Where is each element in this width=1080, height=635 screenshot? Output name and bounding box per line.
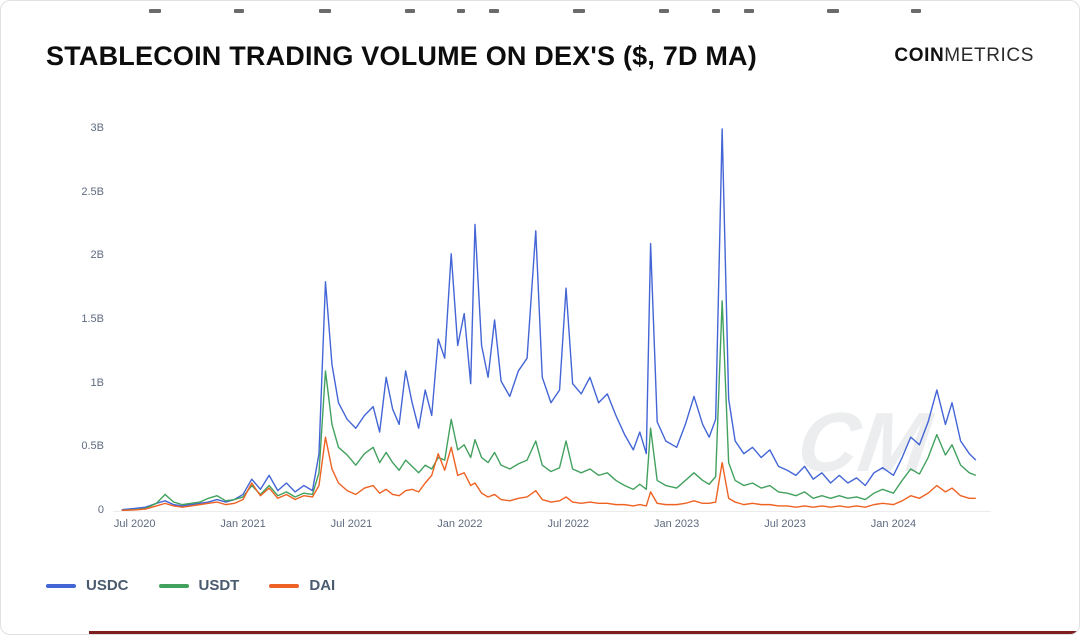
y-tick-label: 1.5B (81, 313, 104, 325)
legend: USDC USDT DAI (46, 577, 335, 594)
y-tick-label: 2.5B (81, 185, 104, 198)
brand-metrics: METRICS (944, 45, 1034, 66)
series-line-dai (122, 437, 976, 510)
y-axis-labels: 0 0.5B 1B 1.5B 2B 2.5B 3B (1, 122, 104, 516)
page-title: STABLECOIN TRADING VOLUME ON DEX'S ($, 7… (46, 41, 757, 71)
legend-label-dai: DAI (309, 577, 336, 594)
dai-line-swatch-icon (269, 583, 300, 588)
legend-label-usdt: USDT (198, 577, 240, 594)
top-edge-marks (1, 9, 1079, 15)
coinmetrics-logo: COINMETRICS (894, 41, 1034, 67)
header: STABLECOIN TRADING VOLUME ON DEX'S ($, 7… (46, 41, 1034, 72)
x-axis-line (113, 511, 991, 512)
usdc-line-swatch-icon (46, 583, 76, 588)
legend-item-usdt[interactable]: USDT (158, 577, 240, 594)
x-tick-label: Jan 2022 (437, 518, 483, 530)
bottom-accent-bar (89, 631, 1079, 634)
x-tick-label: Jul 2021 (330, 518, 373, 530)
y-tick-label: 2B (90, 249, 104, 262)
y-tick-label: 0 (97, 504, 104, 516)
legend-label-usdc: USDC (86, 577, 129, 594)
usdt-line-swatch-icon (158, 583, 189, 588)
x-tick-label: Jan 2024 (870, 518, 917, 530)
brand-coin: COIN (894, 45, 945, 66)
series-line-usdt (122, 301, 976, 510)
y-tick-label: 0.5B (81, 440, 104, 453)
x-tick-label: Jan 2023 (654, 518, 700, 530)
x-tick-label: Jul 2020 (113, 518, 156, 530)
y-tick-label: 1B (90, 376, 104, 389)
x-tick-label: Jul 2022 (547, 518, 590, 530)
legend-item-dai[interactable]: DAI (269, 577, 335, 594)
x-tick-label: Jul 2023 (764, 518, 806, 530)
series-line-usdc (122, 129, 976, 510)
plot-region: CM (113, 129, 991, 511)
x-tick-label: Jan 2021 (220, 518, 266, 530)
line-chart-svg (113, 129, 991, 511)
legend-item-usdc[interactable]: USDC (46, 577, 129, 594)
x-axis-labels: Jul 2020 Jan 2021 Jul 2021 Jan 2022 Jul 2022… (113, 518, 991, 534)
y-tick-label: 3B (90, 122, 104, 134)
